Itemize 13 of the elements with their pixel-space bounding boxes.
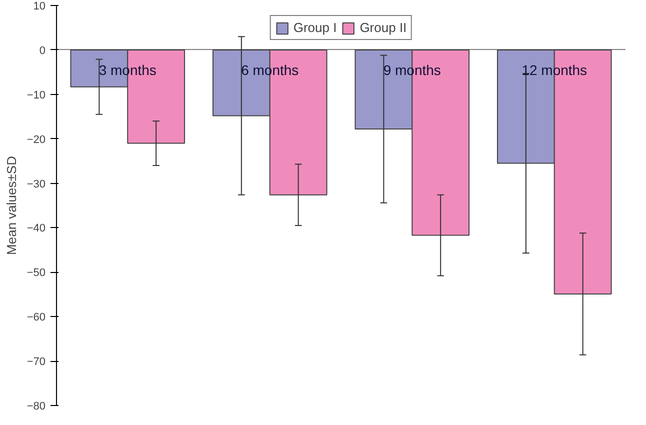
y-tick-label: 10 [33,0,46,12]
legend-label: Group II [360,20,407,35]
y-axis-title: Mean values±SD [4,156,19,255]
y-tick-label: −70 [26,356,46,368]
y-tick-label: −30 [26,178,46,190]
legend-label: Group I [293,20,337,35]
y-tick-label: −50 [26,267,46,280]
y-tick-label: −10 [26,89,46,102]
y-tick-label: −60 [26,312,46,324]
y-tick-label: 0 [39,44,46,57]
y-tick-label: −80 [26,400,46,412]
y-tick-label: −20 [26,134,46,146]
y-tick-label: −40 [26,222,46,235]
